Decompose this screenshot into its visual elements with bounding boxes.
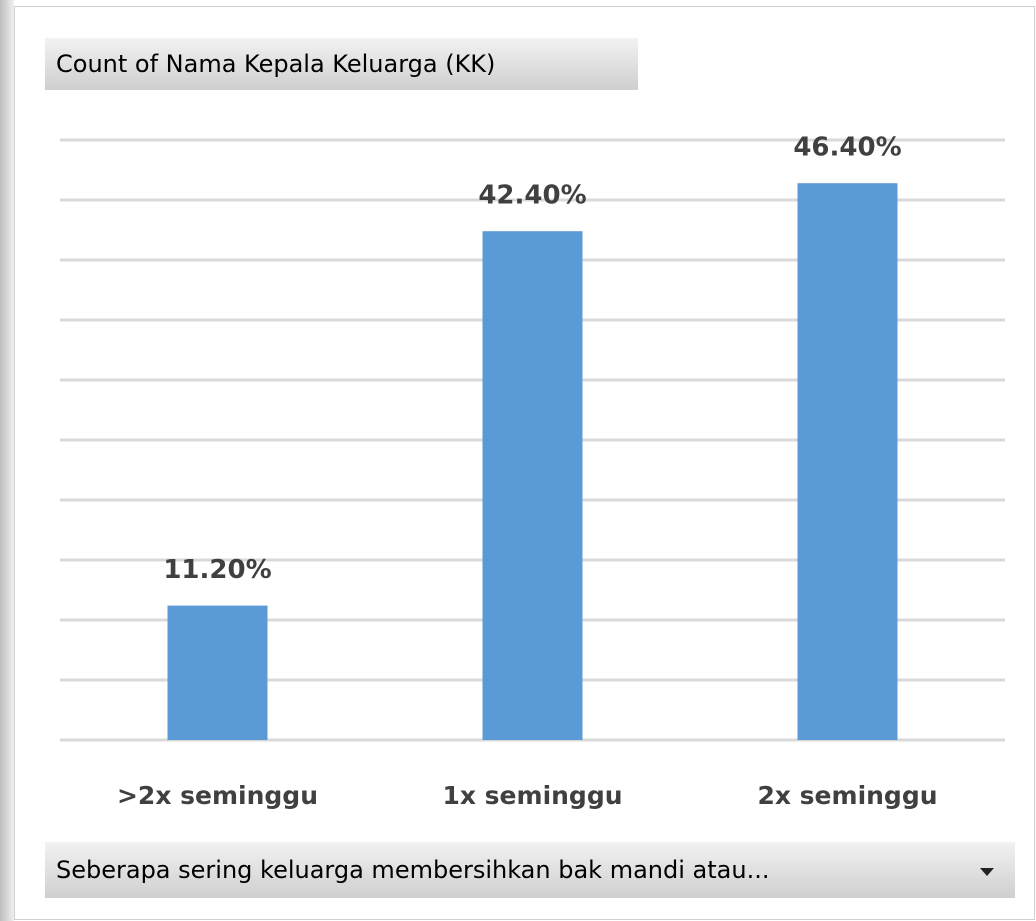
bar [797,183,898,740]
value-field-button[interactable] [45,38,638,90]
x-tick-label: >2x seminggu [117,781,318,810]
data-label: 42.40% [478,181,586,211]
value-field-label: Count of Nama Kepala Keluarga (KK) [56,50,495,78]
left-edge [0,0,14,921]
bar [167,605,268,740]
x-tick-label: 1x seminggu [442,781,622,810]
axis-field-label: Seberapa sering keluarga membersihkan ba… [56,856,769,884]
dropdown-arrow[interactable] [980,868,994,876]
x-tick-label: 2x seminggu [757,781,937,810]
chart-border [14,6,1035,920]
data-label: 46.40% [793,133,901,163]
axis-field-button[interactable] [45,842,1015,898]
bar [482,231,583,740]
data-label: 11.20% [163,555,271,585]
